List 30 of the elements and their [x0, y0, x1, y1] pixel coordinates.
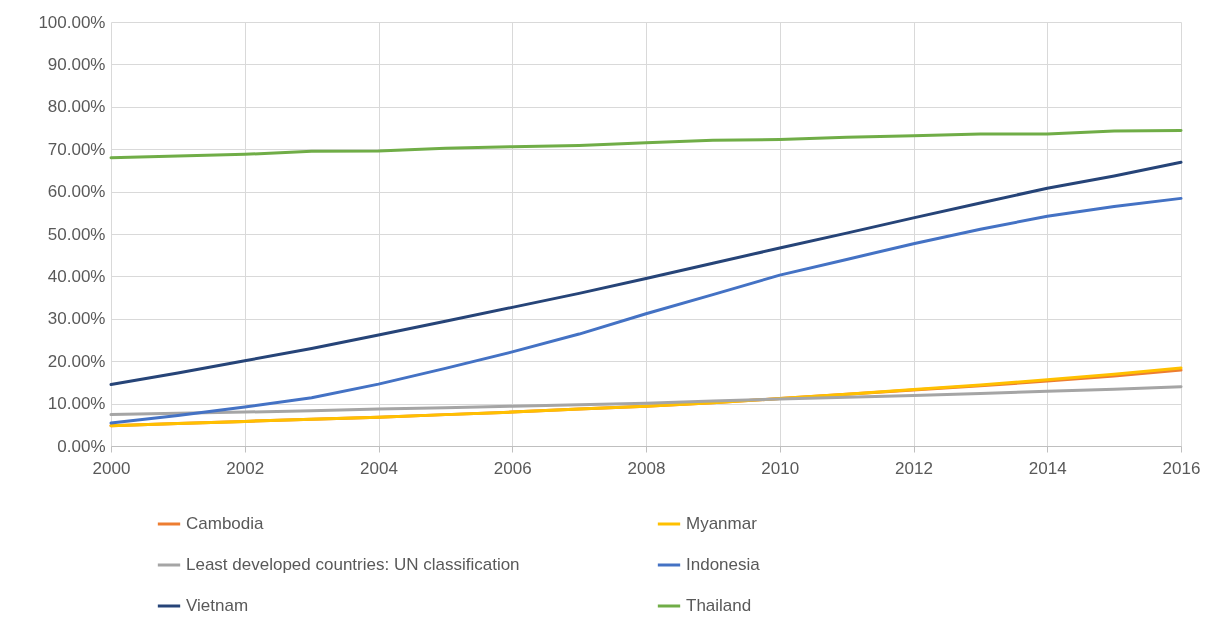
- legend-label: Vietnam: [186, 596, 249, 615]
- x-tick-label: 2010: [761, 458, 800, 478]
- legend-label: Cambodia: [186, 514, 265, 533]
- line-series: [109, 129, 1183, 160]
- x-tick-label: 2014: [1028, 458, 1067, 478]
- y-tick-label: 60.00%: [47, 182, 106, 202]
- x-tick-label: 2016: [1162, 458, 1201, 478]
- x-tick-label: 2004: [360, 458, 398, 478]
- line-series: [109, 385, 1183, 417]
- x-tick-label: 2012: [895, 458, 933, 478]
- y-tick-label: 90.00%: [47, 54, 106, 74]
- legend-label: Least developed countries: UN classification: [186, 555, 520, 574]
- legend-label: Myanmar: [686, 514, 758, 533]
- line-series: [109, 196, 1183, 425]
- x-tick-label: 2008: [627, 458, 666, 478]
- legend-label: Thailand: [686, 596, 752, 615]
- x-tick-label: 2006: [493, 458, 532, 478]
- y-tick-label: 40.00%: [47, 266, 106, 286]
- y-tick-label: 30.00%: [47, 309, 106, 329]
- y-tick-label: 20.00%: [47, 351, 106, 371]
- y-tick-label: 70.00%: [47, 139, 106, 159]
- y-tick-label: 80.00%: [47, 97, 106, 117]
- y-tick-label: 10.00%: [47, 394, 106, 414]
- legend-label: Indonesia: [686, 555, 761, 574]
- y-tick-label: 0.00%: [57, 436, 106, 456]
- x-tick-label: 2000: [92, 458, 131, 478]
- line-series: [109, 160, 1183, 387]
- y-tick-label: 100.00%: [38, 12, 106, 32]
- y-tick-label: 50.00%: [47, 224, 106, 244]
- x-tick-label: 2002: [226, 458, 265, 478]
